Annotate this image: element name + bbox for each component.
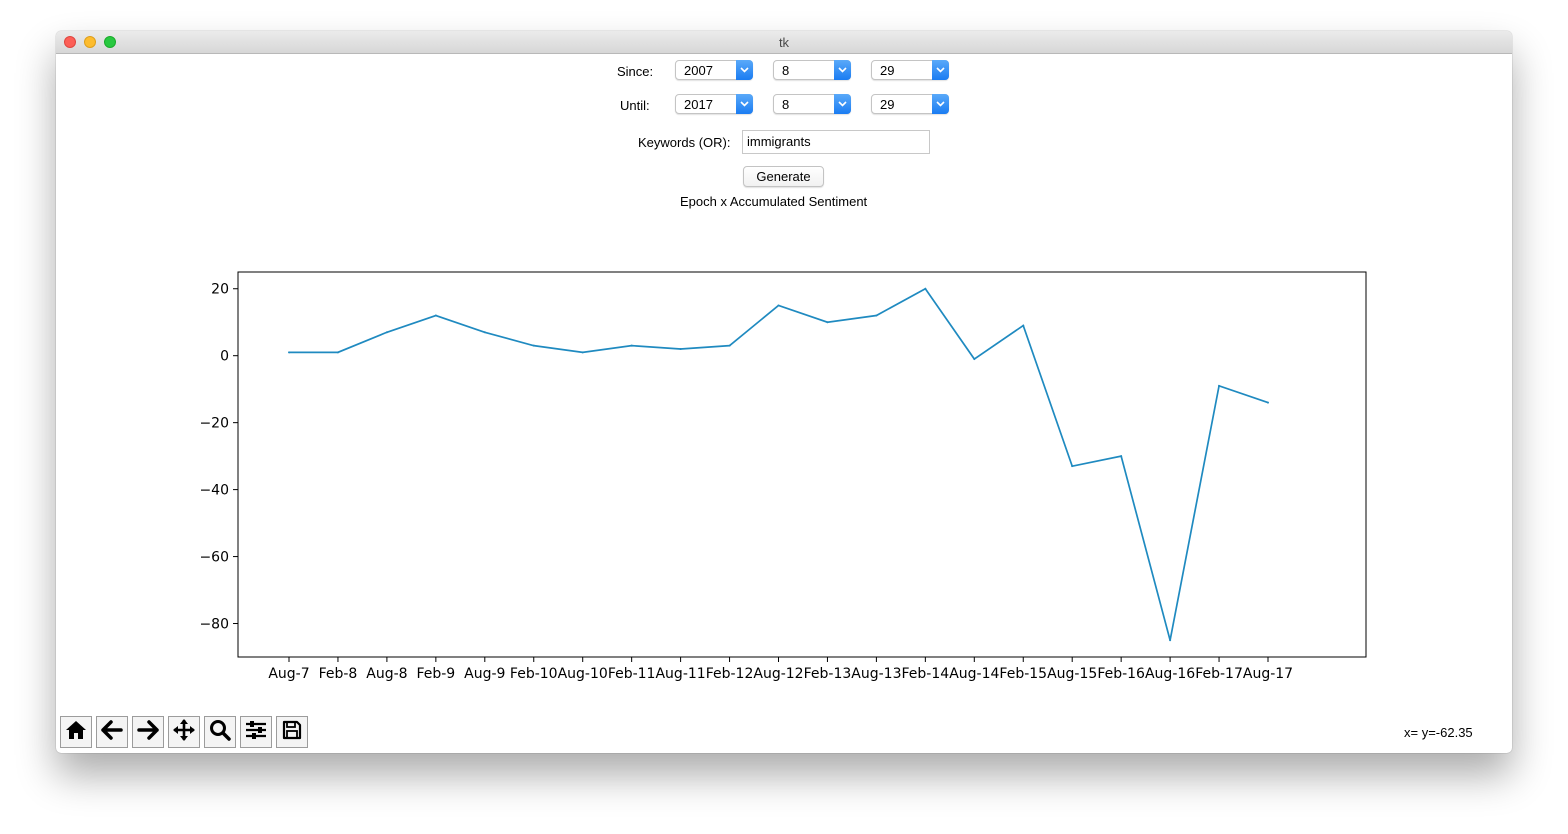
until-day-select[interactable]: 29 — [871, 94, 949, 114]
data-point — [483, 331, 486, 334]
data-point — [1120, 455, 1123, 458]
data-point — [630, 344, 633, 347]
until-year-select[interactable]: 2017 — [675, 94, 753, 114]
data-point — [875, 314, 878, 317]
chevron-down-icon — [736, 94, 753, 114]
keywords-label: Keywords (OR): — [638, 135, 731, 150]
sliders-icon — [245, 720, 267, 745]
chevron-down-icon — [834, 94, 851, 114]
window-title: tk — [778, 35, 790, 50]
y-tick-label: 0 — [220, 349, 229, 365]
data-point — [385, 331, 388, 334]
app-window: tk Since: 2007 8 29 Until: 2017 8 29 Key… — [56, 31, 1512, 753]
data-point — [1267, 401, 1269, 404]
data-point — [336, 351, 339, 354]
pan-button[interactable] — [168, 716, 200, 748]
data-point — [679, 348, 682, 350]
back-button[interactable] — [96, 716, 128, 748]
x-tick-label: Aug-10 — [558, 666, 608, 682]
until-day-value: 29 — [880, 97, 895, 112]
x-tick-label: Aug-11 — [655, 666, 705, 682]
x-tick-label: Aug-9 — [464, 666, 505, 682]
x-tick-label: Aug-13 — [851, 666, 901, 682]
until-year-value: 2017 — [684, 97, 713, 112]
since-year-value: 2007 — [684, 63, 713, 78]
data-point — [924, 287, 927, 290]
cursor-coordinates: x= y=-62.35 — [1404, 725, 1473, 740]
x-tick-label: Feb-12 — [706, 666, 754, 682]
zoom-button[interactable] — [204, 716, 236, 748]
chevron-down-icon — [932, 94, 949, 114]
since-year-select[interactable]: 2007 — [675, 60, 753, 80]
data-point — [581, 351, 584, 354]
home-icon — [65, 720, 87, 745]
x-tick-label: Feb-8 — [319, 666, 358, 682]
x-tick-label: Feb-13 — [804, 666, 852, 682]
until-month-select[interactable]: 8 — [773, 94, 851, 114]
x-tick-label: Aug-14 — [949, 666, 999, 682]
chevron-down-icon — [834, 60, 851, 80]
y-tick-label: 20 — [211, 282, 229, 298]
line-chart: 20 0 −20 −40 −60 −80 Aug-7 Feb-8 Aug-8 Feb-9 Aug-… — [199, 271, 1367, 682]
arrow-right-icon — [137, 719, 159, 745]
x-tick-label: Feb-14 — [902, 666, 950, 682]
x-tick-label: Feb-15 — [999, 666, 1047, 682]
until-month-value: 8 — [782, 97, 790, 112]
save-button[interactable] — [276, 716, 308, 748]
y-axis: 20 0 −20 −40 −60 −80 — [199, 282, 238, 633]
x-tick-label: Aug-16 — [1145, 666, 1195, 682]
since-day-select[interactable]: 29 — [871, 60, 949, 80]
x-tick-label: Feb-17 — [1195, 666, 1243, 682]
data-point — [288, 351, 290, 354]
move-icon — [172, 718, 196, 747]
data-point — [1022, 324, 1025, 327]
x-tick-label: Feb-11 — [608, 666, 656, 682]
chevron-down-icon — [932, 60, 949, 80]
minimize-window-button[interactable] — [84, 36, 96, 48]
since-month-value: 8 — [782, 63, 790, 78]
x-tick-label: Feb-10 — [510, 666, 558, 682]
forward-button[interactable] — [132, 716, 164, 748]
data-point — [777, 304, 780, 307]
data-point — [826, 321, 829, 324]
zoom-window-button[interactable] — [104, 36, 116, 48]
y-tick-label: −60 — [199, 550, 229, 566]
home-button[interactable] — [60, 716, 92, 748]
x-axis: Aug-7 Feb-8 Aug-8 Feb-9 Aug-9 Feb-10 Aug-10 Feb… — [268, 657, 1293, 682]
data-point — [1169, 639, 1172, 642]
x-tick-label: Aug-7 — [268, 666, 309, 682]
close-window-button[interactable] — [64, 36, 76, 48]
data-point — [728, 344, 731, 347]
since-month-select[interactable]: 8 — [773, 60, 851, 80]
data-point — [1218, 384, 1221, 387]
data-points — [288, 287, 1269, 642]
since-label: Since: — [617, 64, 654, 79]
until-label: Until: — [620, 98, 650, 113]
generate-button[interactable]: Generate — [743, 166, 824, 187]
data-point — [1071, 465, 1074, 468]
x-tick-label: Feb-9 — [416, 666, 455, 682]
title-bar: tk — [56, 31, 1512, 54]
plot-area — [237, 271, 1367, 658]
plot-title: Epoch x Accumulated Sentiment — [680, 194, 868, 209]
x-tick-label: Aug-15 — [1047, 666, 1097, 682]
data-point — [973, 358, 976, 361]
since-day-value: 29 — [880, 63, 895, 78]
search-icon — [209, 719, 231, 746]
data-point — [532, 344, 535, 347]
x-tick-label: Aug-12 — [753, 666, 803, 682]
x-tick-label: Aug-8 — [366, 666, 407, 682]
keywords-input[interactable]: immigrants — [742, 130, 930, 154]
y-tick-label: −80 — [199, 617, 229, 633]
y-tick-label: −40 — [199, 483, 229, 499]
chevron-down-icon — [736, 60, 753, 80]
arrow-left-icon — [101, 719, 123, 745]
x-tick-label: Aug-17 — [1243, 666, 1293, 682]
y-tick-label: −20 — [199, 416, 229, 432]
floppy-disk-icon — [282, 720, 302, 745]
x-tick-label: Feb-16 — [1097, 666, 1145, 682]
configure-subplots-button[interactable] — [240, 716, 272, 748]
data-point — [434, 314, 437, 317]
